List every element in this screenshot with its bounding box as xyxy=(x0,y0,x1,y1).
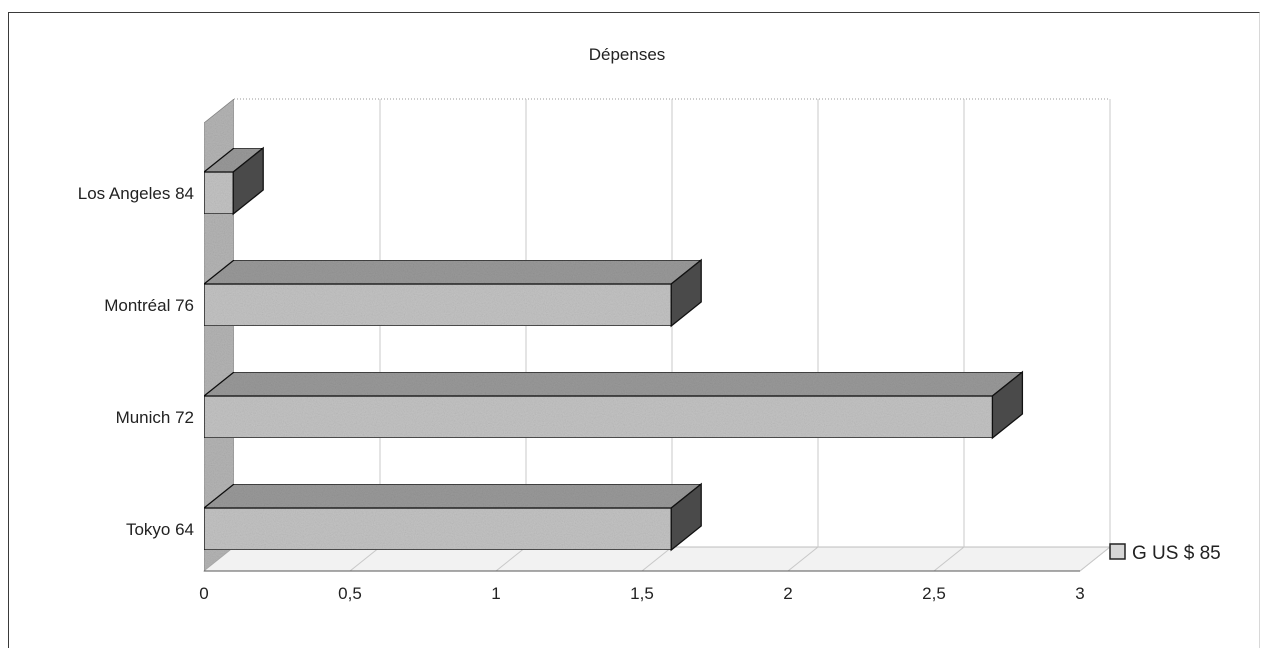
bar xyxy=(202,146,266,216)
bar-top-face xyxy=(202,483,704,509)
bar-top-face xyxy=(202,259,704,285)
bar-front-face xyxy=(203,507,672,551)
floor-gridline xyxy=(495,546,527,572)
x-tick-label: 2,5 xyxy=(922,584,946,603)
floor-gridline xyxy=(641,546,673,572)
bar-front-face xyxy=(203,283,672,327)
category-label: Munich 72 xyxy=(116,408,194,427)
bar-top-face xyxy=(202,371,1025,397)
legend-label: G US $ 85 xyxy=(1132,543,1221,564)
floor-gridline xyxy=(787,546,819,572)
floor-gridline xyxy=(1079,546,1111,572)
chart-title: Dépenses xyxy=(589,45,666,64)
category-label: Los Angeles 84 xyxy=(78,184,194,203)
x-tick-label: 0 xyxy=(199,584,208,603)
legend-swatch xyxy=(1109,543,1126,560)
x-tick-label: 3 xyxy=(1075,584,1084,603)
bar xyxy=(202,258,704,328)
bar-front-face xyxy=(203,171,234,215)
category-label: Montréal 76 xyxy=(104,296,194,315)
floor-gridline xyxy=(933,546,965,572)
bar-front-face xyxy=(203,395,994,439)
bar xyxy=(202,370,1025,440)
x-tick-label: 1,5 xyxy=(630,584,654,603)
x-tick-label: 1 xyxy=(491,584,500,603)
x-tick-label: 0,5 xyxy=(338,584,362,603)
category-labels: Los Angeles 84 Montréal 76 Munich 72 Tokyo … xyxy=(78,184,194,539)
legend: G US $ 85 xyxy=(1109,543,1221,564)
x-axis: 0 0,5 1 1,5 2 2,5 3 xyxy=(199,570,1085,603)
bars xyxy=(202,146,1025,552)
floor-gridline xyxy=(349,546,381,572)
chart-frame xyxy=(8,12,1260,648)
category-label: Tokyo 64 xyxy=(126,520,194,539)
x-tick-label: 2 xyxy=(783,584,792,603)
bar xyxy=(202,482,704,552)
